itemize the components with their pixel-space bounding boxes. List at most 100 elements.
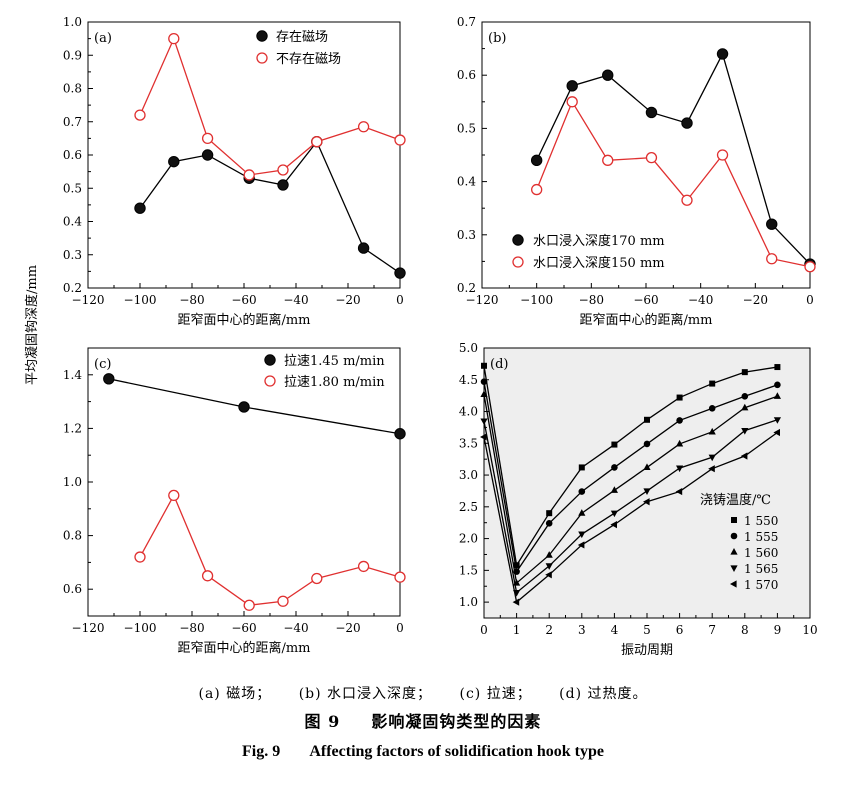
data-point — [545, 520, 553, 527]
data-point — [134, 551, 146, 563]
x-tick-label: −80 — [179, 293, 204, 307]
y-tick-label: 0.8 — [63, 529, 82, 543]
series-line — [139, 140, 401, 274]
panel-d: 0 1 2 3 4 5 6 7 8 9 10 1.0 1.5 2.0 2.5 3.0 3.5 4.0 4.5 5.0 振… — [459, 341, 818, 658]
x-tick-label: 4 — [611, 623, 619, 637]
x-tick-label: 0 — [396, 293, 404, 307]
data-point — [709, 380, 716, 387]
legend-marker — [730, 580, 737, 588]
data-point — [804, 261, 816, 273]
data-point — [643, 498, 650, 506]
x-tick-label: 1 — [513, 623, 521, 637]
caption-a: (a) 磁场； — [198, 686, 272, 702]
x-tick-label: −120 — [72, 621, 105, 635]
data-point — [134, 202, 146, 214]
y-tick-label: 4.5 — [459, 373, 478, 387]
series-line — [536, 52, 811, 265]
data-point — [201, 132, 214, 145]
caption-d: (d) 过热度。 — [559, 686, 648, 702]
y-tick-label: 1.2 — [63, 421, 82, 435]
data-point — [243, 599, 255, 611]
figure-caption-en: Fig. 9 Affecting factors of solidificati… — [0, 743, 846, 761]
data-point — [578, 509, 586, 516]
data-point — [716, 48, 729, 60]
data-point — [773, 392, 781, 399]
y-tick-label: 0.8 — [63, 82, 82, 96]
data-point — [708, 405, 716, 412]
data-point — [676, 439, 684, 447]
legend-label: 水口浸入深度150 mm — [533, 255, 665, 271]
data-point — [741, 392, 749, 400]
data-point — [394, 134, 406, 146]
y-tick-label: 0.9 — [63, 48, 82, 62]
legend-label: 1 550 — [744, 514, 778, 528]
legend-marker — [731, 517, 737, 523]
legend-label: 1 565 — [744, 562, 778, 576]
shared-y-axis-label: 平均凝固钩深度/mm — [24, 265, 40, 385]
y-tick-label: 3.0 — [459, 468, 478, 482]
data-point — [545, 563, 553, 570]
x-axis-label: 距窄面中心的距离/mm — [579, 312, 712, 328]
series-line — [139, 36, 401, 176]
y-tick-label: 1.5 — [459, 563, 478, 577]
y-tick-label: 0.5 — [63, 181, 82, 195]
y-tick-label: 1.0 — [459, 595, 478, 609]
data-point — [530, 154, 543, 167]
x-tick-label: −20 — [743, 293, 768, 307]
x-tick-label: 7 — [708, 623, 716, 637]
y-tick-label: 5.0 — [459, 341, 478, 355]
data-point — [311, 572, 323, 585]
x-tick-label: −60 — [231, 621, 256, 635]
legend-marker — [512, 256, 524, 268]
data-point — [566, 96, 578, 108]
legend-label: 存在磁场 — [276, 30, 328, 45]
x-tick-label: 8 — [741, 623, 749, 637]
data-point — [481, 362, 487, 369]
data-point — [773, 417, 781, 424]
series-line — [536, 100, 811, 268]
figure-label-zh: 图 9 — [304, 712, 341, 731]
data-point — [643, 488, 651, 495]
data-point — [610, 521, 617, 529]
subfigure-caption: (a) 磁场； (b) 水口浸入深度； (c) 拉速； (d) 过热度。 — [0, 683, 846, 703]
data-point — [611, 464, 618, 471]
x-tick-label: 0 — [396, 621, 404, 635]
figure-title-zh: 影响凝固钩类型的因素 — [371, 712, 542, 731]
data-point — [238, 401, 250, 413]
plot-frame — [87, 21, 401, 289]
data-point — [168, 32, 180, 45]
data-point — [708, 465, 715, 473]
data-point — [676, 465, 684, 473]
caption-c: (c) 拉速； — [459, 686, 532, 702]
data-point — [357, 560, 370, 573]
data-point — [602, 154, 614, 166]
data-point — [644, 416, 650, 423]
series-line — [483, 381, 778, 574]
data-point — [611, 441, 618, 448]
data-point — [103, 373, 115, 385]
y-tick-label: 1.0 — [63, 475, 82, 489]
data-point — [578, 488, 586, 495]
data-point — [676, 394, 683, 401]
y-tick-label: 0.6 — [63, 148, 82, 162]
y-tick-label: 2.0 — [459, 532, 478, 546]
data-point — [741, 427, 749, 435]
legend-label: 1 560 — [744, 546, 778, 560]
legend-label: 1 570 — [744, 578, 778, 592]
x-tick-label: −80 — [579, 293, 604, 307]
x-tick-label: 5 — [643, 623, 651, 637]
data-point — [394, 428, 406, 440]
data-point — [578, 464, 585, 471]
data-point — [480, 378, 488, 385]
x-tick-label: −40 — [283, 621, 308, 635]
data-point — [357, 121, 370, 133]
y-tick-label: 0.2 — [63, 281, 82, 295]
data-point — [201, 570, 214, 582]
legend-title: 浇铸温度/℃ — [700, 492, 771, 508]
data-point — [610, 486, 618, 493]
panel-a: −120 −100 −80 −60 −40 −20 0 0.2 0.3 0.4 0.5 0.6 0.7 0… — [63, 15, 406, 328]
series-line — [139, 493, 401, 606]
x-axis-label: 距窄面中心的距离/mm — [177, 312, 310, 328]
y-tick-label: 2.5 — [459, 500, 478, 514]
legend-marker — [264, 354, 276, 366]
